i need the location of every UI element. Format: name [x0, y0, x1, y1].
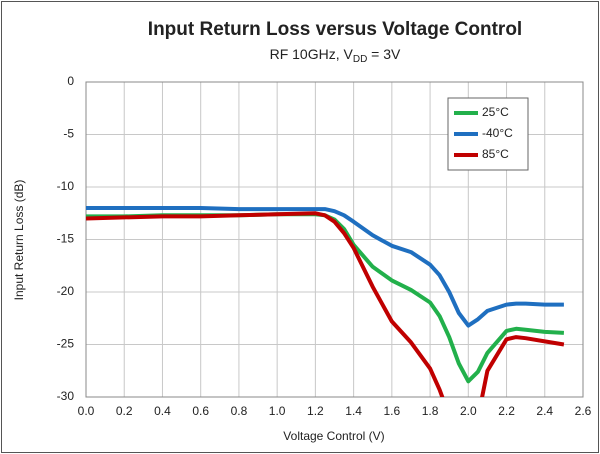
x-tick-label: 2.6 — [575, 404, 592, 418]
y-tick-label: -5 — [63, 127, 74, 141]
subtitle-rest: = 3V — [367, 46, 401, 62]
x-tick-label: 0.8 — [231, 404, 248, 418]
y-tick-label: -30 — [57, 389, 75, 403]
x-tick-label: 1.4 — [345, 404, 362, 418]
subtitle-text: RF 10GHz, V — [270, 46, 354, 62]
legend-label: -40°C — [482, 126, 513, 140]
series-line — [86, 206, 564, 328]
x-tick-label: 0.0 — [78, 404, 95, 418]
plot-border — [85, 81, 584, 398]
chart-title: Input Return Loss versus Voltage Control — [148, 19, 522, 40]
y-tick-label: -25 — [57, 337, 75, 351]
chart-subtitle: RF 10GHz, VDD = 3V — [270, 46, 401, 65]
x-tick-label: 0.6 — [192, 404, 209, 418]
x-axis-label: Voltage Control (V) — [283, 429, 384, 443]
y-axis-label: Input Return Loss (dB) — [12, 180, 26, 301]
y-tick-label: -20 — [57, 284, 75, 298]
x-tick-label: 2.4 — [536, 404, 553, 418]
y-tick-label: -15 — [57, 232, 75, 246]
x-tick-label: 1.6 — [384, 404, 401, 418]
subtitle-sub: DD — [353, 54, 367, 65]
x-tick-label: 2.0 — [460, 404, 477, 418]
x-tick-label: 1.2 — [307, 404, 324, 418]
series-group — [86, 206, 565, 397]
x-tick-label: 0.2 — [116, 404, 133, 418]
x-tick-label: 1.0 — [269, 404, 286, 418]
x-tick-label: 2.2 — [498, 404, 515, 418]
y-tick-label: 0 — [67, 74, 74, 88]
x-tick-label: 0.4 — [154, 404, 171, 418]
y-tick-label: -10 — [57, 179, 75, 193]
series-line — [86, 211, 565, 397]
x-tick-label: 1.8 — [422, 404, 439, 418]
legend-label: 25°C — [482, 105, 509, 119]
legend-label: 85°C — [482, 147, 509, 161]
